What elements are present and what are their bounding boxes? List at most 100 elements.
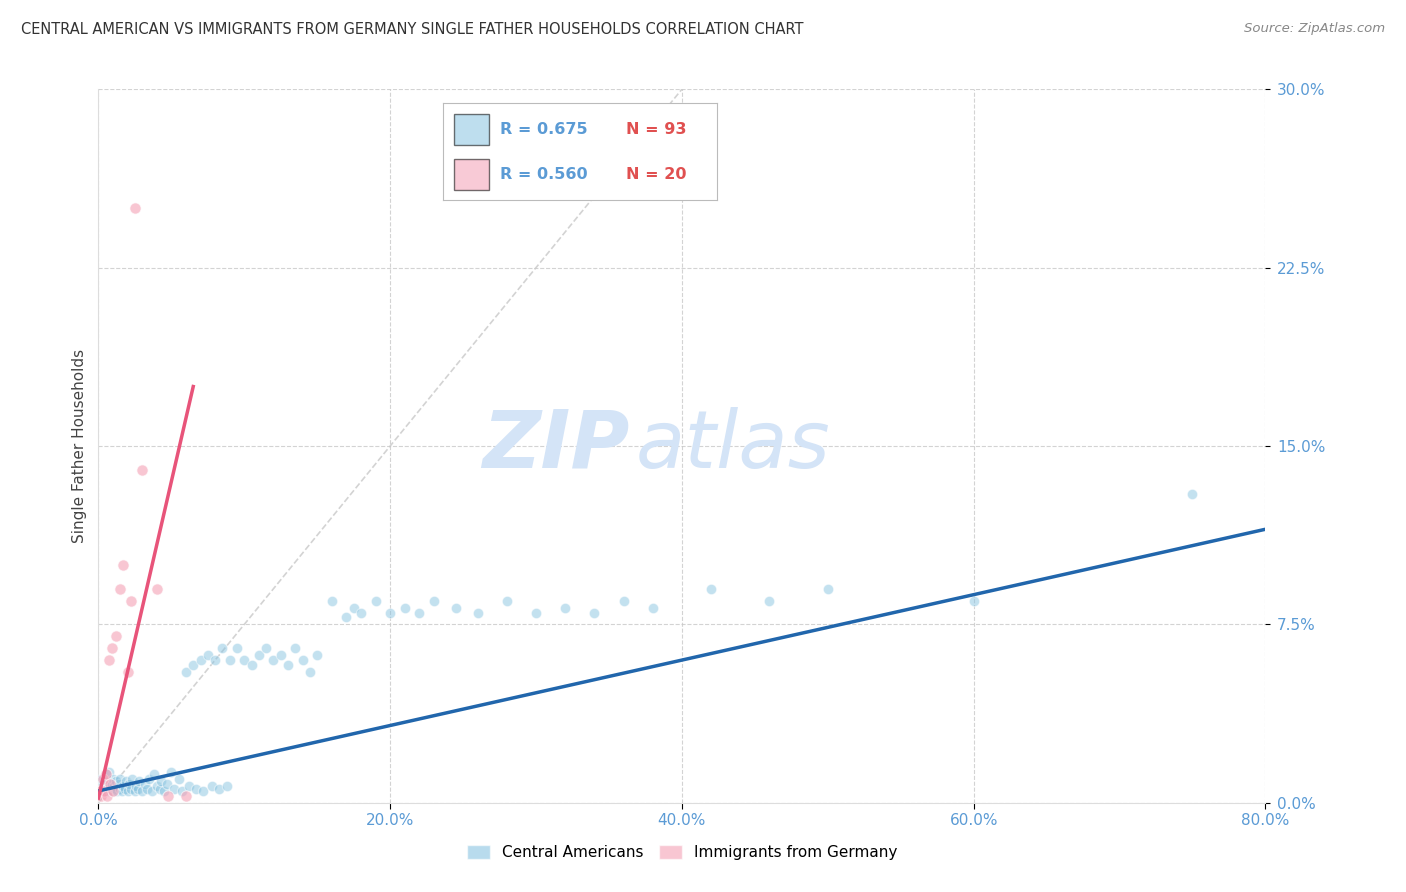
Point <box>142 767 165 781</box>
Point <box>554 600 576 615</box>
Point <box>146 779 169 793</box>
Point <box>135 781 157 796</box>
Point <box>111 784 134 798</box>
Point <box>112 779 135 793</box>
Point <box>190 653 212 667</box>
Point <box>150 774 173 789</box>
Point <box>641 600 664 615</box>
Text: Source: ZipAtlas.com: Source: ZipAtlas.com <box>1244 22 1385 36</box>
Point <box>101 772 124 786</box>
Legend: Central Americans, Immigrants from Germany: Central Americans, Immigrants from Germa… <box>461 839 903 866</box>
Point <box>423 593 446 607</box>
Point <box>524 606 547 620</box>
Point <box>153 784 176 798</box>
Point <box>101 784 124 798</box>
Point <box>110 582 132 596</box>
Point <box>817 582 839 596</box>
Point <box>97 653 120 667</box>
Point <box>277 657 299 672</box>
Point <box>124 784 146 798</box>
Point <box>108 777 131 791</box>
Point <box>444 600 467 615</box>
Point <box>181 657 204 672</box>
Point <box>321 593 343 607</box>
Point <box>186 781 208 796</box>
Point <box>98 781 121 796</box>
Point <box>141 784 163 798</box>
Point <box>104 774 127 789</box>
Text: ZIP: ZIP <box>482 407 630 485</box>
Point <box>94 767 117 781</box>
Point <box>105 784 128 798</box>
Point <box>226 641 249 656</box>
Point <box>174 789 197 803</box>
Point <box>298 665 321 679</box>
Point <box>115 774 138 789</box>
Point <box>125 779 148 793</box>
Point <box>138 772 160 786</box>
Point <box>104 629 127 643</box>
Point <box>167 772 190 786</box>
Point <box>90 772 112 786</box>
Point <box>112 558 135 572</box>
Point <box>496 593 519 607</box>
Point <box>93 784 115 798</box>
Point <box>208 781 231 796</box>
Point <box>284 641 307 656</box>
Point <box>118 777 141 791</box>
Point <box>583 606 606 620</box>
Point <box>700 582 723 596</box>
Point <box>110 781 132 796</box>
Point <box>103 779 125 793</box>
Text: atlas: atlas <box>636 407 830 485</box>
Point <box>114 781 136 796</box>
Point <box>96 789 118 803</box>
Point <box>90 789 112 803</box>
Point <box>177 779 200 793</box>
Point <box>120 781 142 796</box>
Point <box>408 606 430 620</box>
Point <box>758 593 780 607</box>
Point <box>157 789 180 803</box>
Point <box>156 777 179 791</box>
Point <box>262 653 284 667</box>
Point <box>94 781 117 796</box>
Point <box>97 764 120 779</box>
Point <box>101 784 124 798</box>
Point <box>89 784 111 798</box>
Point <box>100 777 122 791</box>
Point <box>117 784 139 798</box>
Y-axis label: Single Father Households: Single Father Households <box>72 349 87 543</box>
Point <box>204 653 226 667</box>
Point <box>104 781 127 796</box>
Point <box>193 784 215 798</box>
Point <box>197 648 219 663</box>
Point <box>110 772 132 786</box>
Point <box>100 641 122 656</box>
Point <box>94 767 117 781</box>
Point <box>467 606 489 620</box>
Point <box>170 784 193 798</box>
Point <box>149 781 172 796</box>
Point <box>127 781 149 796</box>
Point <box>134 777 156 791</box>
Point <box>215 779 238 793</box>
Point <box>335 610 357 624</box>
Point <box>97 779 120 793</box>
Point <box>163 781 186 796</box>
Point <box>1181 486 1204 500</box>
Point <box>612 593 634 607</box>
Point <box>131 784 153 798</box>
Point <box>218 653 240 667</box>
Point <box>343 600 366 615</box>
Point <box>117 665 139 679</box>
Point <box>160 764 183 779</box>
Point <box>146 582 169 596</box>
Point <box>98 777 121 791</box>
Point <box>121 772 143 786</box>
Point <box>291 653 314 667</box>
Point <box>270 648 292 663</box>
Point <box>233 653 256 667</box>
Point <box>380 606 402 620</box>
Point <box>364 593 387 607</box>
